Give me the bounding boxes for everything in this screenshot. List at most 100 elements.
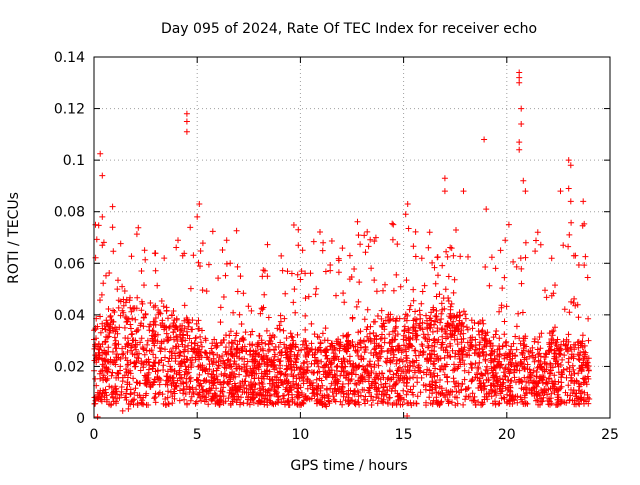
- data-point: [129, 315, 136, 322]
- data-point: [554, 401, 561, 408]
- data-point: [379, 398, 386, 405]
- data-point: [304, 367, 310, 374]
- data-point: [417, 368, 424, 375]
- data-point: [111, 309, 118, 315]
- data-point: [97, 343, 104, 350]
- data-point: [105, 333, 112, 340]
- data-point: [457, 312, 464, 319]
- data-point: [366, 330, 373, 337]
- data-point: [123, 366, 129, 373]
- data-point: [136, 380, 143, 387]
- data-point: [187, 397, 194, 404]
- data-point: [226, 362, 233, 369]
- data-point: [436, 383, 443, 390]
- data-point: [405, 325, 412, 332]
- data-point: [302, 295, 309, 302]
- y-tick-labels: 0 0.02 0.04 0.06 0.08 0.1 0.12 0.14: [54, 50, 85, 427]
- data-point: [304, 364, 311, 370]
- data-point: [386, 331, 393, 338]
- data-point: [197, 394, 204, 401]
- data-point: [283, 362, 290, 369]
- data-point: [400, 368, 407, 375]
- data-point: [131, 351, 138, 358]
- data-point: [482, 357, 489, 364]
- data-point: [235, 363, 242, 370]
- data-point: [105, 348, 112, 355]
- data-point: [394, 357, 400, 363]
- data-point: [152, 399, 159, 406]
- data-point: [438, 362, 445, 369]
- data-point: [381, 339, 388, 346]
- data-point: [386, 394, 393, 401]
- data-point: [247, 351, 254, 358]
- data-point: [231, 384, 238, 391]
- data-point: [385, 375, 392, 381]
- data-point: [367, 323, 374, 330]
- data-point: [476, 341, 483, 348]
- data-point: [361, 366, 368, 373]
- data-point: [133, 346, 139, 353]
- data-point: [575, 370, 582, 377]
- data-point: [222, 272, 229, 279]
- data-point: [367, 358, 373, 365]
- data-point: [162, 381, 169, 388]
- data-point: [176, 352, 183, 359]
- data-point: [368, 402, 375, 408]
- data-point: [583, 362, 590, 369]
- data-point: [387, 316, 394, 323]
- data-point: [117, 298, 124, 305]
- data-point: [364, 368, 371, 375]
- data-point: [181, 386, 187, 393]
- data-point: [266, 357, 273, 364]
- data-point: [297, 402, 303, 409]
- data-point: [151, 395, 158, 402]
- data-point: [291, 400, 298, 407]
- data-point: [456, 309, 463, 316]
- data-point: [351, 266, 358, 272]
- data-point: [541, 386, 548, 392]
- data-point: [216, 354, 223, 361]
- data-point: [412, 320, 419, 327]
- data-point: [228, 351, 235, 358]
- data-point: [260, 391, 267, 398]
- data-point: [97, 329, 104, 336]
- x-tick-label: 5: [193, 427, 202, 443]
- data-point: [271, 334, 278, 340]
- data-point: [115, 341, 122, 348]
- data-point: [535, 351, 542, 358]
- data-point: [195, 391, 202, 398]
- data-point: [504, 377, 511, 384]
- data-point: [285, 402, 292, 408]
- data-point: [312, 291, 319, 298]
- data-point: [343, 374, 350, 381]
- data-point: [134, 392, 141, 399]
- data-point: [226, 371, 233, 378]
- data-point: [247, 331, 254, 338]
- data-point: [344, 341, 351, 348]
- data-point: [318, 358, 325, 365]
- data-point: [277, 318, 284, 325]
- data-point: [313, 285, 320, 292]
- data-point: [418, 300, 425, 307]
- data-point: [467, 393, 473, 400]
- data-point: [283, 351, 290, 358]
- data-point: [476, 331, 483, 338]
- data-point: [513, 379, 519, 386]
- data-point: [487, 351, 494, 358]
- data-point: [225, 395, 232, 402]
- data-point: [355, 329, 362, 336]
- data-point: [161, 324, 167, 331]
- data-point: [231, 370, 237, 377]
- data-point: [566, 309, 573, 316]
- data-point: [117, 312, 124, 319]
- data-point: [519, 309, 526, 316]
- data-point: [561, 306, 568, 313]
- data-point: [92, 343, 99, 350]
- data-point: [406, 344, 413, 351]
- data-point: [552, 357, 559, 363]
- data-point: [454, 326, 461, 333]
- data-point: [165, 337, 172, 344]
- data-point: [433, 379, 440, 386]
- data-point: [114, 391, 121, 398]
- data-point: [234, 397, 240, 404]
